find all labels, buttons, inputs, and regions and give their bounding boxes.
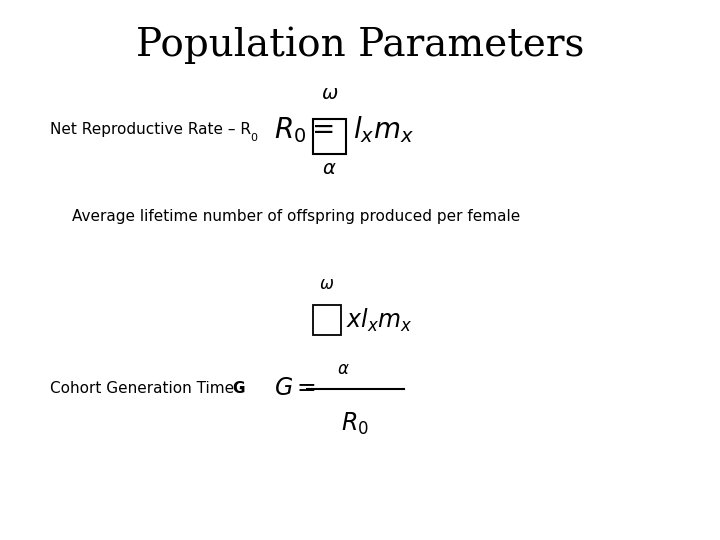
Text: 0: 0 [251,133,258,143]
Text: $l_x m_x$: $l_x m_x$ [353,114,413,145]
Text: $\alpha$: $\alpha$ [322,160,337,178]
Bar [313,119,346,154]
Text: G: G [232,381,244,396]
Text: Cohort Generation Time -: Cohort Generation Time - [50,381,250,396]
Text: $R_0 =$: $R_0 =$ [274,114,334,145]
Bar [313,305,341,335]
Text: Population Parameters: Population Parameters [136,27,584,64]
Text: $R_0$: $R_0$ [341,411,369,437]
Text: $xl_x m_x$: $xl_x m_x$ [346,306,413,334]
Text: $G =$: $G =$ [274,377,316,400]
Text: Net Reproductive Rate – R: Net Reproductive Rate – R [50,122,251,137]
Text: $\omega$: $\omega$ [320,85,338,104]
Text: Average lifetime number of offspring produced per female: Average lifetime number of offspring pro… [72,208,521,224]
Text: $\omega$: $\omega$ [319,276,335,293]
Text: $\alpha$: $\alpha$ [337,361,350,378]
